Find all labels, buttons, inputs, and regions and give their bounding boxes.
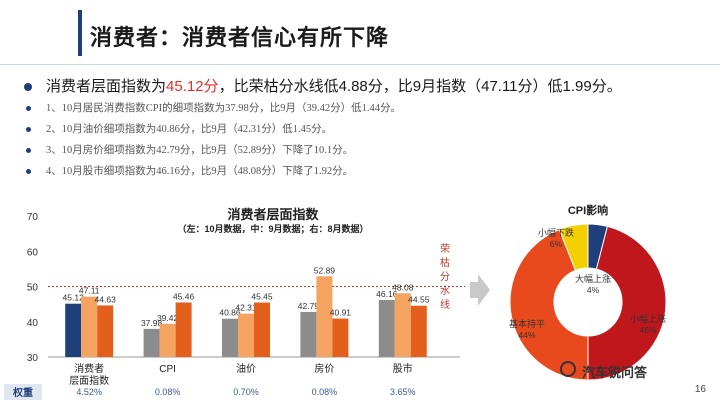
bullet-sub-text: 3、10月房价细项指数为42.79分，比9月（52.89分）下降了10.1分。: [46, 145, 354, 156]
bullet-sub: 3、10月房价细项指数为42.79分，比9月（52.89分）下降了10.1分。: [22, 140, 712, 161]
bar: [238, 313, 254, 357]
bullet-dot: [24, 83, 32, 91]
x-tick-label: 层面指数: [69, 374, 109, 387]
bar: [394, 293, 411, 357]
page-number: 16: [694, 384, 706, 395]
chart-title: 消费者层面指数: [227, 207, 319, 222]
bullet-list: 消费者层面指数为45.12分，比荣枯分水线低4.88分，比9月指数（47.11分…: [22, 76, 712, 182]
data-label: 45.46: [173, 292, 195, 302]
bullet-main-highlight: 45.12分: [166, 78, 219, 95]
x-tick-label: 消费者: [74, 362, 104, 375]
pie-slice-label: 大幅上涨: [575, 273, 611, 284]
chat-bubble-icon: [560, 361, 576, 377]
title-accent-bar: [78, 10, 82, 56]
y-tick-label: 70: [27, 212, 39, 223]
pie-slice: [558, 223, 589, 272]
bullet-dot: [26, 148, 31, 153]
arrow-right-icon: [470, 274, 490, 306]
bar: [97, 305, 114, 357]
bullet-sub: 1、10月居民消费指数CPI的细项指数为37.98分，比9月（39.42分）低1…: [22, 98, 712, 119]
bar: [254, 302, 270, 357]
bullet-main-suffix: ，比荣枯分水线低4.88分，比9月指数（47.11分）低1.99分。: [218, 78, 622, 95]
data-label: 48.08: [392, 282, 414, 292]
data-label: 46.16: [376, 289, 398, 299]
bar: [332, 318, 349, 357]
data-label: 40.91: [330, 308, 352, 318]
data-label: 52.89: [314, 265, 336, 275]
pie-slice-label: 小幅下跌: [538, 227, 574, 238]
weight-label: 权重: [12, 386, 33, 399]
pie-slice-pct: 4%: [587, 285, 600, 295]
pie-slice-label: 小幅上涨: [630, 313, 666, 324]
data-label: 39.42: [157, 313, 179, 323]
pie-slice: [509, 228, 589, 381]
pie-slice-pct: 6%: [550, 239, 563, 249]
y-tick-label: 30: [27, 353, 39, 364]
bullet-dot: [26, 169, 31, 174]
pie-title: CPI影响: [568, 203, 608, 217]
bullet-sub-text: 4、10月股市细项指数为46.16分，比9月（48.08分）下降了1.92分。: [46, 166, 354, 177]
x-tick-label: 房价: [314, 362, 334, 375]
bar: [159, 323, 176, 357]
watermark: 汽车锐问答: [582, 365, 648, 380]
data-label: 40.86: [219, 308, 241, 318]
pie-slice-pct: 46%: [639, 325, 656, 335]
bar: [410, 305, 427, 357]
threshold-label-char: 水: [440, 285, 450, 297]
bar: [65, 303, 82, 357]
y-tick-label: 40: [27, 318, 39, 329]
bullet-dot: [26, 127, 31, 132]
x-tick-label: 股市: [393, 362, 413, 375]
bullet-dot: [26, 106, 31, 111]
pie-slice: [587, 225, 667, 381]
chart-subtitle: （左：10月数据，中：9月数据；右：8月数据）: [177, 223, 368, 235]
data-label: 44.63: [95, 294, 117, 304]
bullet-sub: 2、10月油价细项指数为40.86分，比9月（42.31分）低1.45分。: [22, 119, 712, 140]
bar: [222, 318, 238, 357]
threshold-label-char: 线: [440, 298, 450, 311]
bar: [81, 296, 98, 357]
page-title: 消费者：消费者信心有所下降: [90, 25, 390, 50]
bar: [378, 300, 395, 357]
data-label: 44.55: [408, 295, 430, 305]
bullet-sub: 4、10月股市细项指数为46.16分，比9月（48.08分）下降了1.92分。: [22, 161, 712, 182]
y-tick-label: 50: [27, 283, 39, 294]
bullet-sub-text: 2、10月油价细项指数为40.86分，比9月（42.31分）低1.45分。: [46, 124, 333, 135]
weight-value: 4.52%: [76, 387, 102, 397]
data-label: 45.12: [63, 293, 85, 303]
bar: [143, 328, 160, 357]
x-tick-label: CPI: [159, 364, 176, 375]
bullet-sub-text: 1、10月居民消费指数CPI的细项指数为37.98分，比9月（39.42分）低1…: [46, 103, 401, 114]
x-tick-label: 油价: [236, 362, 256, 375]
weight-label-box: [4, 384, 42, 400]
bullet-main-prefix: 消费者层面指数为: [46, 78, 167, 95]
data-label: 42.31: [235, 303, 257, 313]
data-label: 37.98: [141, 318, 163, 328]
pie-slice-label: 基本持平: [509, 318, 545, 329]
threshold-label-char: 枯: [440, 256, 450, 269]
data-label: 45.45: [251, 292, 273, 302]
weight-value: 0.08%: [312, 387, 338, 397]
y-tick-label: 60: [27, 247, 39, 258]
weight-value: 3.65%: [390, 387, 416, 397]
weight-value: 0.08%: [155, 387, 181, 397]
bar: [175, 302, 192, 357]
title-divider: [0, 64, 720, 65]
bar: [300, 311, 317, 357]
bullet-main: 消费者层面指数为45.12分，比荣枯分水线低4.88分，比9月指数（47.11分…: [22, 76, 712, 98]
weight-value: 0.70%: [233, 387, 259, 397]
bar: [316, 276, 333, 357]
pie-slice-pct: 44%: [518, 330, 535, 340]
threshold-label-char: 荣: [440, 243, 450, 255]
threshold-label-char: 分: [440, 271, 450, 283]
data-label: 47.11: [79, 286, 100, 296]
data-label: 42.79: [298, 301, 320, 311]
